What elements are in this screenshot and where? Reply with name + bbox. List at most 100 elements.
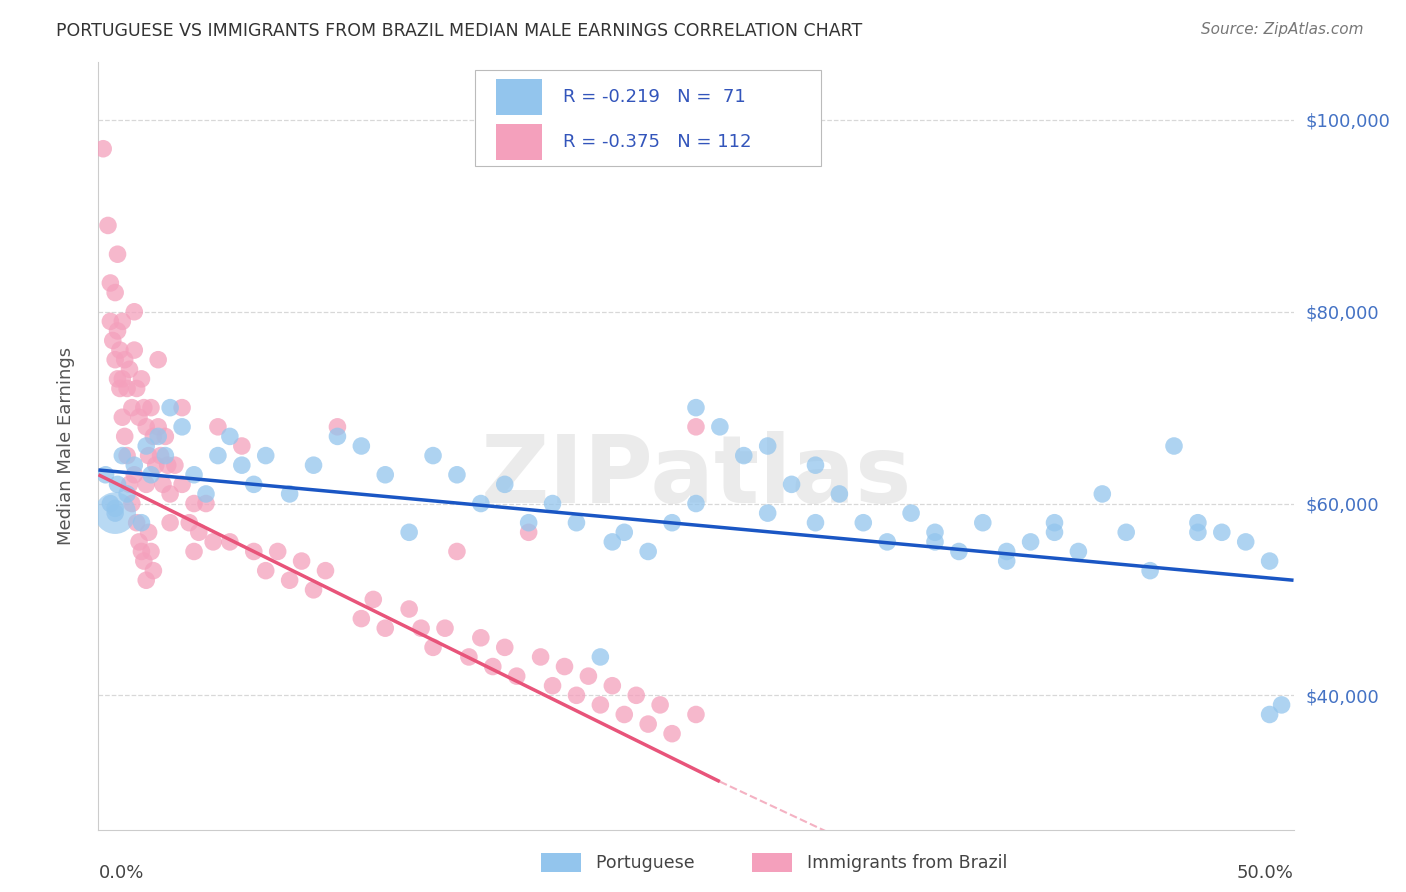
Point — [1139, 564, 1161, 578]
Point — [207, 419, 229, 434]
Point — [326, 419, 349, 434]
Point — [1234, 534, 1257, 549]
Point — [278, 487, 301, 501]
Point — [148, 419, 170, 434]
Point — [1163, 439, 1185, 453]
Point — [108, 343, 131, 357]
Point — [1019, 534, 1042, 549]
Point — [104, 506, 127, 520]
Point — [446, 544, 468, 558]
Text: R = -0.219   N =  71: R = -0.219 N = 71 — [564, 88, 747, 106]
Point — [541, 496, 564, 510]
Point — [243, 477, 266, 491]
Text: Immigrants from Brazil: Immigrants from Brazil — [796, 854, 1007, 871]
Point — [115, 382, 138, 396]
Point — [254, 564, 277, 578]
Point — [207, 449, 229, 463]
Point — [804, 516, 827, 530]
Point — [828, 487, 851, 501]
Point — [139, 544, 162, 558]
Point — [98, 314, 122, 328]
Point — [470, 631, 492, 645]
Point — [115, 487, 138, 501]
Point — [183, 467, 205, 482]
Point — [104, 285, 127, 300]
Point — [1043, 516, 1066, 530]
Point — [972, 516, 994, 530]
Point — [111, 449, 134, 463]
Point — [876, 534, 898, 549]
Point — [422, 640, 444, 655]
Point — [149, 449, 172, 463]
Point — [924, 534, 946, 549]
Point — [1115, 525, 1137, 540]
Point — [104, 501, 127, 516]
Point — [1187, 525, 1209, 540]
Point — [111, 410, 134, 425]
Point — [661, 516, 683, 530]
Point — [756, 439, 779, 453]
Point — [733, 449, 755, 463]
Point — [302, 582, 325, 597]
Point — [125, 382, 148, 396]
Point — [124, 343, 146, 357]
Point — [565, 689, 588, 703]
Point — [155, 449, 177, 463]
Point — [135, 477, 157, 491]
Point — [159, 487, 181, 501]
Point — [155, 429, 177, 443]
Point — [494, 477, 516, 491]
Point — [517, 516, 540, 530]
Point — [124, 304, 146, 318]
Text: PORTUGUESE VS IMMIGRANTS FROM BRAZIL MEDIAN MALE EARNINGS CORRELATION CHART: PORTUGUESE VS IMMIGRANTS FROM BRAZIL MED… — [56, 22, 862, 40]
Point — [219, 429, 242, 443]
Point — [1258, 707, 1281, 722]
Point — [578, 669, 600, 683]
Point — [98, 276, 122, 290]
Point — [554, 659, 576, 673]
Point — [125, 516, 148, 530]
Point — [948, 544, 970, 558]
Point — [124, 467, 146, 482]
Point — [111, 314, 134, 328]
Point — [131, 516, 153, 530]
Point — [1067, 544, 1090, 558]
Point — [852, 516, 875, 530]
Point — [1271, 698, 1294, 712]
Point — [780, 477, 803, 491]
Point — [589, 649, 612, 664]
Point — [148, 429, 170, 443]
Point — [900, 506, 922, 520]
Point — [152, 477, 174, 491]
Point — [517, 525, 540, 540]
Point — [254, 449, 277, 463]
Point — [138, 449, 160, 463]
Point — [481, 659, 505, 673]
Point — [995, 554, 1018, 568]
Point — [541, 679, 564, 693]
Point — [107, 372, 129, 386]
Point — [97, 219, 120, 233]
Point — [132, 554, 155, 568]
FancyBboxPatch shape — [475, 70, 821, 166]
Point — [602, 534, 624, 549]
Point — [202, 534, 225, 549]
Point — [709, 419, 731, 434]
Point — [91, 142, 114, 156]
Point — [1091, 487, 1114, 501]
Point — [613, 525, 636, 540]
Text: 50.0%: 50.0% — [1237, 864, 1294, 882]
Point — [163, 458, 186, 473]
Point — [101, 334, 124, 348]
Point — [104, 506, 127, 520]
Point — [326, 429, 349, 443]
Point — [128, 534, 150, 549]
Point — [267, 544, 290, 558]
Point — [374, 621, 396, 635]
Point — [291, 554, 314, 568]
Point — [139, 467, 162, 482]
Point — [172, 477, 194, 491]
Text: R = -0.375   N = 112: R = -0.375 N = 112 — [564, 133, 752, 151]
Point — [756, 506, 779, 520]
Point — [121, 401, 143, 415]
